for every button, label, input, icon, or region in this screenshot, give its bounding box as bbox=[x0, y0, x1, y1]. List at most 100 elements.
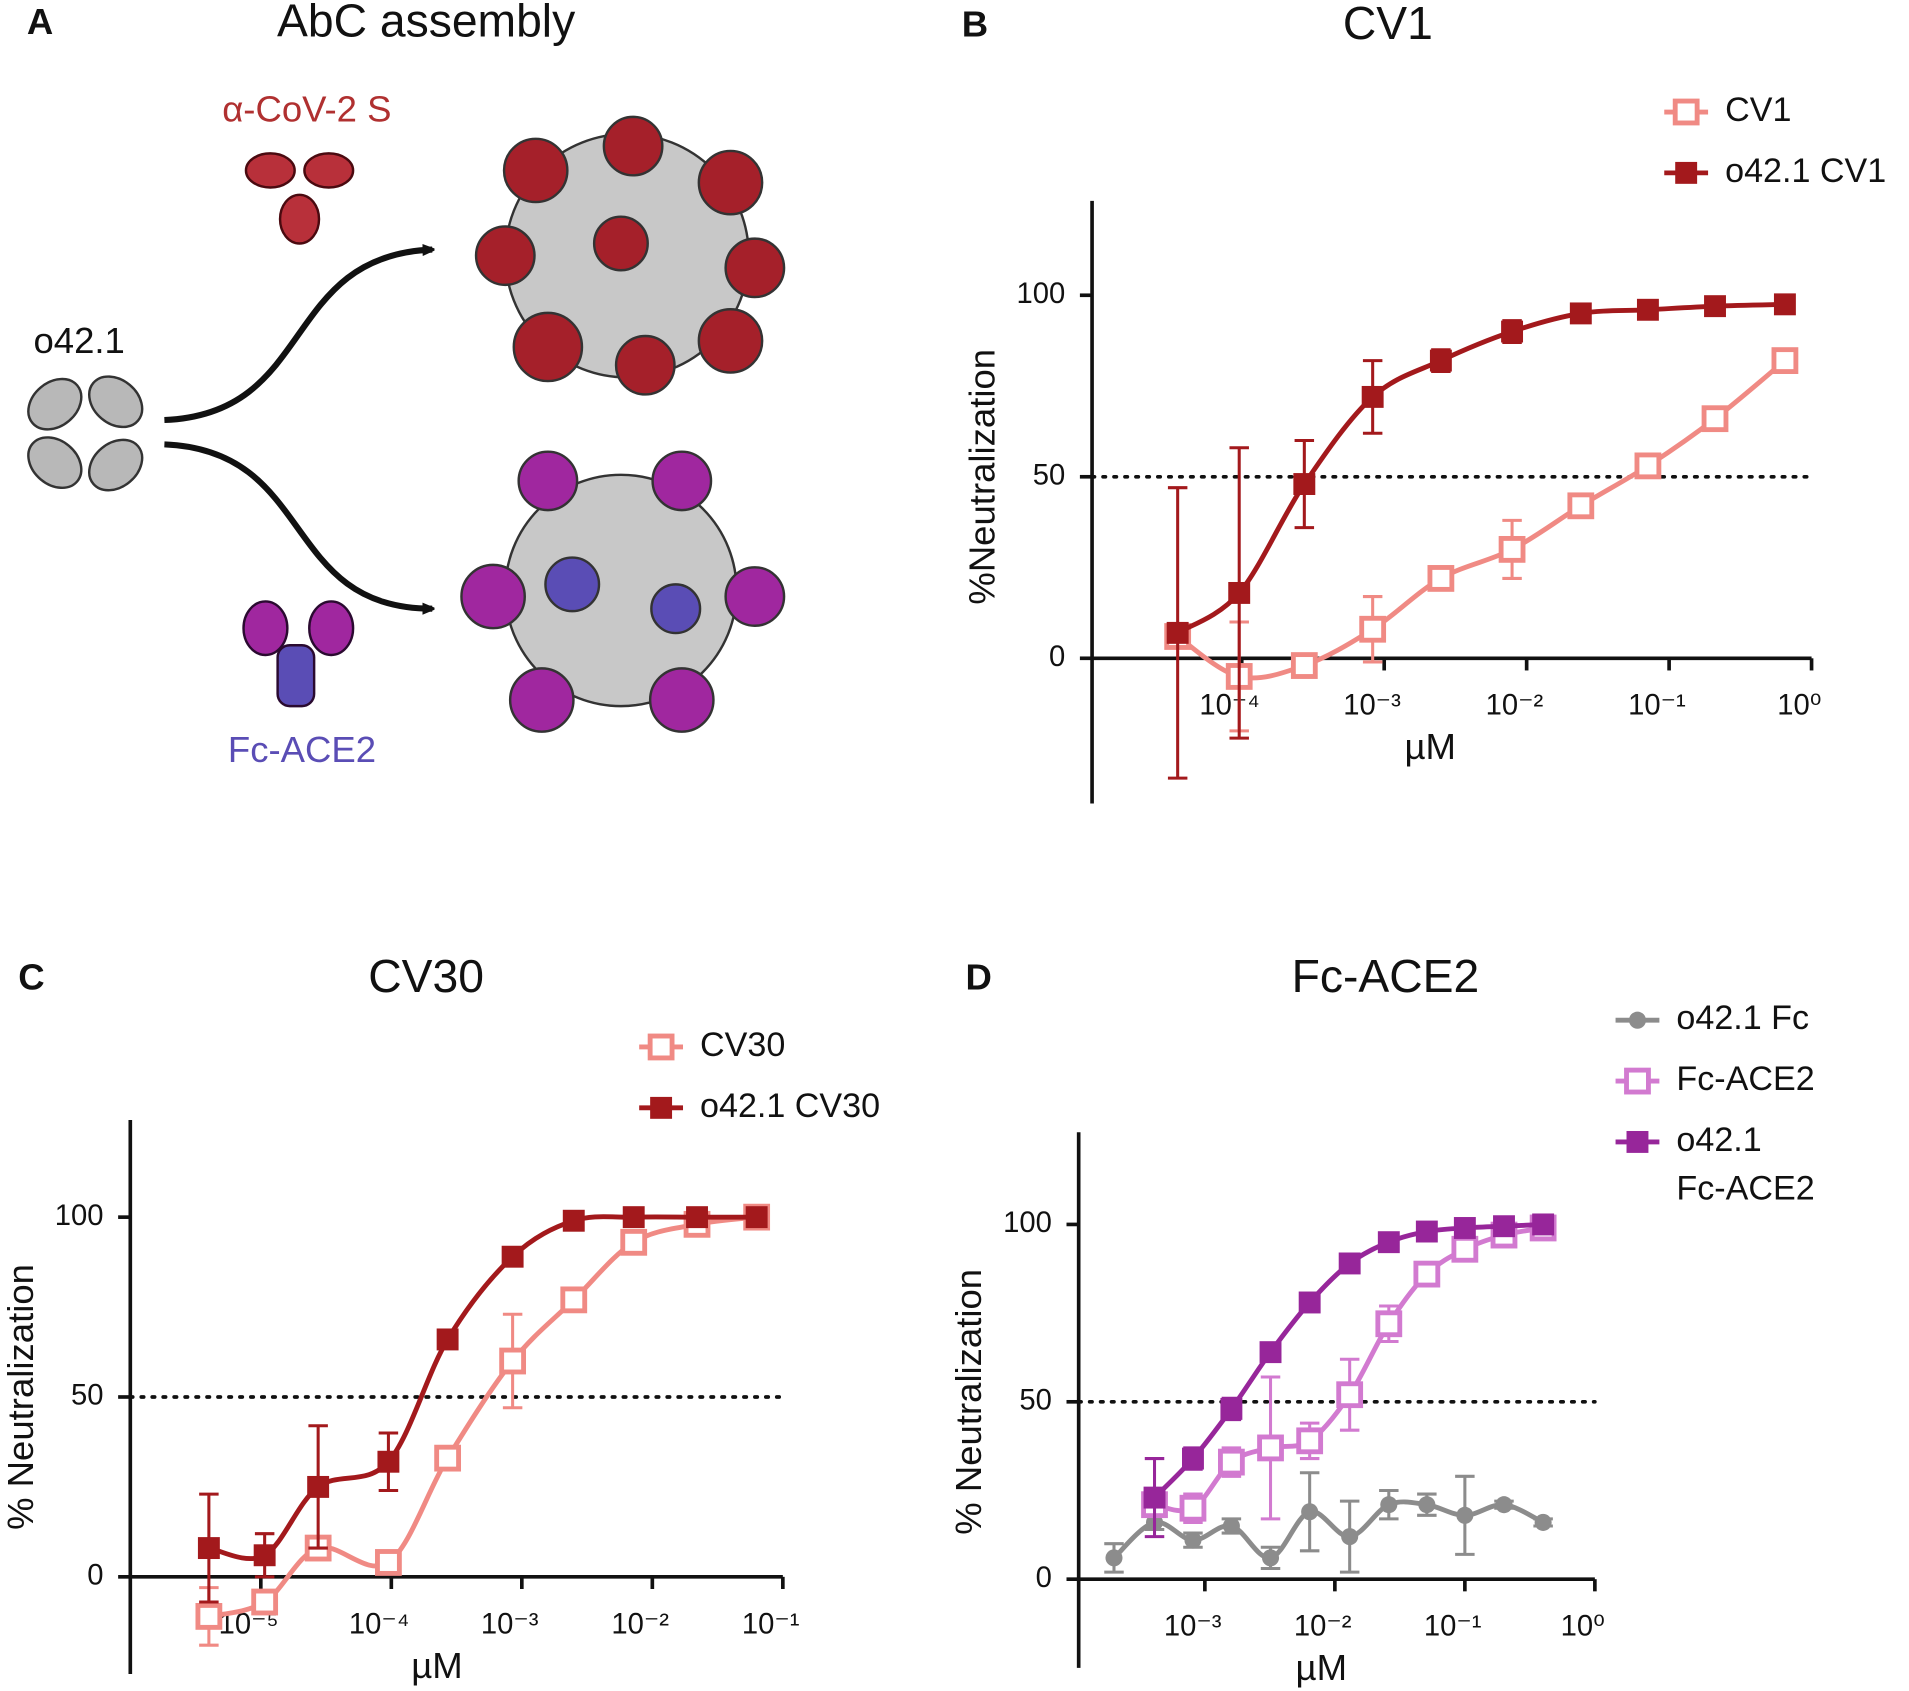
data-point bbox=[499, 1347, 527, 1375]
legend-entry: Fc-ACE2 bbox=[1615, 1060, 1815, 1098]
panel-label: B bbox=[962, 3, 988, 44]
y-tick-label: 100 bbox=[1017, 278, 1066, 310]
panel-title: AbC assembly bbox=[277, 0, 576, 47]
fc-ace2-icon bbox=[242, 600, 355, 708]
data-point bbox=[434, 1444, 462, 1472]
antibody-assembly bbox=[474, 115, 786, 396]
data-point bbox=[1338, 1252, 1361, 1275]
data-point bbox=[1182, 1447, 1204, 1470]
y-axis-label: % Neutralization bbox=[0, 1264, 41, 1530]
panel-label: A bbox=[27, 1, 53, 42]
legend-marker bbox=[1628, 1011, 1646, 1029]
data-point bbox=[1415, 1220, 1438, 1243]
data-point bbox=[622, 1206, 645, 1229]
fit-curve bbox=[1176, 301, 1785, 635]
data-point bbox=[562, 1209, 585, 1232]
data-point bbox=[501, 1245, 524, 1268]
legend-entry: CV1 bbox=[1664, 91, 1791, 129]
legend-entry: o42.1 Fc bbox=[1615, 999, 1809, 1037]
arrow bbox=[164, 250, 432, 424]
y-tick-label: 50 bbox=[1019, 1385, 1051, 1417]
data-point bbox=[1179, 1494, 1207, 1522]
x-axis-label: µM bbox=[1404, 726, 1455, 767]
x-tick-label: 10⁻⁴ bbox=[349, 1608, 409, 1640]
data-point bbox=[1262, 1549, 1280, 1567]
legend-marker bbox=[1624, 1067, 1651, 1095]
legend-label: o42.1 CV1 bbox=[1725, 152, 1886, 190]
data-point bbox=[1451, 1235, 1479, 1263]
legend-label-line: Fc-ACE2 bbox=[1676, 1170, 1814, 1208]
scaffold-label: o42.1 bbox=[33, 320, 124, 361]
data-point bbox=[1456, 1506, 1474, 1524]
data-point bbox=[377, 1450, 400, 1473]
chart-title: CV30 bbox=[368, 950, 484, 1002]
legend-marker bbox=[647, 1033, 675, 1061]
data-point bbox=[745, 1206, 768, 1229]
o42-scaffold bbox=[27, 375, 144, 492]
data-point bbox=[1567, 492, 1595, 520]
data-point bbox=[1704, 295, 1726, 318]
fit-curve bbox=[208, 1214, 757, 1562]
x-tick-label: 10⁻² bbox=[1486, 690, 1544, 722]
data-point bbox=[195, 1603, 223, 1630]
data-point bbox=[1336, 1381, 1364, 1409]
data-point bbox=[1184, 1531, 1202, 1549]
data-point bbox=[1453, 1217, 1476, 1239]
data-point bbox=[1429, 349, 1452, 372]
data-point bbox=[436, 1328, 459, 1351]
panel-label: C bbox=[18, 957, 44, 998]
data-point bbox=[1498, 535, 1526, 563]
y-tick-label: 50 bbox=[71, 1380, 103, 1412]
legend-label: o42.1 Fc bbox=[1676, 999, 1809, 1037]
panel-a: A AbC assembly α-CoV-2 S o42.1 Fc-ACE2 bbox=[27, 0, 786, 770]
data-point bbox=[1569, 302, 1592, 325]
legend-label: CV1 bbox=[1725, 91, 1791, 129]
y-tick-label: 0 bbox=[87, 1560, 103, 1592]
x-tick-label: 10⁻¹ bbox=[1628, 690, 1686, 722]
x-tick-label: 10⁻¹ bbox=[1424, 1611, 1482, 1643]
legend-entry: CV30 bbox=[639, 1026, 785, 1064]
x-tick-label: 10⁻³ bbox=[1164, 1611, 1222, 1643]
data-point bbox=[1259, 1341, 1282, 1364]
data-point bbox=[197, 1537, 220, 1560]
panel-label: D bbox=[965, 957, 991, 998]
fit-curve bbox=[1176, 358, 1787, 681]
data-point bbox=[1298, 1291, 1321, 1314]
chart: B CV1 0 50 100 10⁻⁴ 10⁻³ 10⁻² 10⁻¹ 10⁰ µM %Neutrali… bbox=[962, 0, 1886, 804]
data-point bbox=[1413, 1260, 1441, 1288]
data-point bbox=[1701, 405, 1729, 433]
data-point bbox=[620, 1228, 648, 1256]
data-point bbox=[251, 1588, 279, 1616]
data-point bbox=[1218, 1448, 1245, 1476]
x-axis-label: µM bbox=[1296, 1647, 1347, 1688]
data-point bbox=[1532, 1213, 1555, 1236]
data-point bbox=[375, 1549, 402, 1576]
legend-label: o42.1 Fc-ACE2 bbox=[1676, 1121, 1814, 1208]
x-tick-label: 10⁰ bbox=[1777, 690, 1821, 722]
data-point bbox=[1257, 1434, 1284, 1462]
x-tick-label: 10⁻³ bbox=[1343, 690, 1401, 722]
chart-title: Fc-ACE2 bbox=[1292, 950, 1480, 1002]
data-point bbox=[1501, 320, 1524, 343]
fc-ace2-label: Fc-ACE2 bbox=[228, 729, 376, 770]
data-point bbox=[1341, 1528, 1359, 1546]
data-point bbox=[1418, 1496, 1436, 1514]
legend-entry: o42.1 CV1 bbox=[1664, 152, 1886, 190]
data-point bbox=[1771, 347, 1799, 374]
data-point bbox=[1534, 1513, 1552, 1531]
data-point bbox=[1228, 581, 1251, 604]
x-tick-label: 10⁻² bbox=[611, 1608, 669, 1640]
data-point bbox=[1380, 1496, 1398, 1514]
arrow bbox=[164, 441, 432, 608]
y-tick-label: 50 bbox=[1033, 459, 1065, 491]
legend-marker bbox=[1626, 1130, 1649, 1153]
x-tick-label: 10⁻² bbox=[1294, 1611, 1352, 1643]
chart: D Fc-ACE2 0 50 100 10⁻³ 10⁻² 10⁻¹ 10⁰ µM % Neutral… bbox=[948, 950, 1814, 1688]
data-point bbox=[1359, 615, 1387, 643]
data-point bbox=[1773, 293, 1796, 316]
legend-marker bbox=[1675, 161, 1698, 184]
x-axis-label: µM bbox=[411, 1645, 462, 1686]
